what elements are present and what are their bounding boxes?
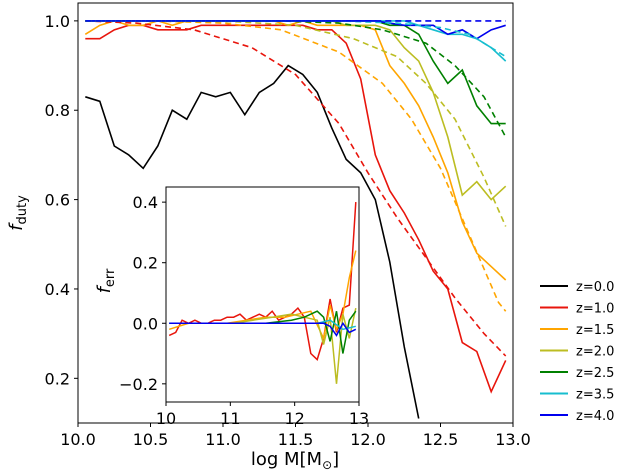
inset-y-axis-label-main: f xyxy=(94,284,115,293)
x-tick-label: 11.0 xyxy=(205,430,241,449)
inset-y-tick-label: 0.2 xyxy=(133,254,158,273)
x-tick-label: 10.5 xyxy=(133,430,169,449)
inset-y-axis-label: ferr xyxy=(94,268,118,293)
inset-y-tick-label: 0.4 xyxy=(133,193,158,212)
series-line-z25 xyxy=(85,20,506,125)
legend-label: z=2.5 xyxy=(576,366,614,381)
x-tick-label: 13.0 xyxy=(495,430,531,449)
x-tick-label: 12.5 xyxy=(423,430,459,449)
model-curve-1 xyxy=(85,20,507,312)
main-axes-frame xyxy=(77,2,514,424)
inset-axes-frame xyxy=(165,186,360,403)
y-tick-label: 1.0 xyxy=(45,12,70,31)
model-curve-0 xyxy=(85,20,507,357)
inset-ticks-group: 10 11 12 13 −0.2 0.0 0.2 0.4 xyxy=(119,193,369,428)
y-tick-label: 0.4 xyxy=(45,280,70,299)
y-tick-label: 0.6 xyxy=(45,191,70,210)
inset-x-tick-label: 11 xyxy=(220,409,240,428)
legend-label: z=4.0 xyxy=(576,409,614,424)
legend-label: z=1.0 xyxy=(576,302,614,317)
legend: z=0.0 z=1.0 z=1.5 z=2.0 z=2.5 z=3.5 z=4.0 xyxy=(540,280,614,424)
x-axis-label-sub: ⊙ xyxy=(322,458,332,472)
main-plot: 10.0 10.5 11.0 11.5 12.0 12.5 13.0 0.2 0.4 0.6 0.8… xyxy=(45,2,531,449)
legend-label: z=2.0 xyxy=(576,345,614,360)
x-axis-label-main: log M[M xyxy=(251,449,322,470)
inset-series-group xyxy=(168,202,357,384)
x-axis-label: log M[M⊙] xyxy=(251,449,339,472)
inset-series-line-z40 xyxy=(169,321,357,337)
main-ticks-group: 10.0 10.5 11.0 11.5 12.0 12.5 13.0 0.2 0.4 0.6 0.8… xyxy=(45,12,531,449)
inset-x-tick-label: 13 xyxy=(349,409,369,428)
legend-label: z=3.5 xyxy=(576,388,614,403)
series-line-z20 xyxy=(85,20,507,201)
legend-label: z=0.0 xyxy=(576,280,614,295)
legend-label: z=1.5 xyxy=(576,323,614,338)
main-model-curves-group xyxy=(85,20,507,357)
inset-plot: 10 11 12 13 −0.2 0.0 0.2 0.4 ferr xyxy=(94,186,369,428)
series-line-z00 xyxy=(85,64,420,419)
inset-x-tick-label: 12 xyxy=(284,409,304,428)
y-axis-label: fduty xyxy=(6,195,30,231)
y-tick-label: 0.2 xyxy=(45,369,70,388)
inset-background xyxy=(166,187,359,402)
model-curve-4 xyxy=(85,20,507,58)
x-tick-label: 12.0 xyxy=(350,430,386,449)
inset-y-axis-label-sub: err xyxy=(103,268,118,287)
x-tick-label: 11.5 xyxy=(278,430,314,449)
inset-y-tick-label: −0.2 xyxy=(119,375,158,394)
inset-y-tick-label: 0.0 xyxy=(133,314,158,333)
inset-x-tick-label: 10 xyxy=(156,409,176,428)
x-tick-label: 10.0 xyxy=(60,430,96,449)
y-axis-label-main: f xyxy=(6,222,27,231)
x-axis-label-close: ] xyxy=(332,449,339,470)
y-axis-label-sub: duty xyxy=(15,195,30,225)
y-tick-label: 0.8 xyxy=(45,101,70,120)
